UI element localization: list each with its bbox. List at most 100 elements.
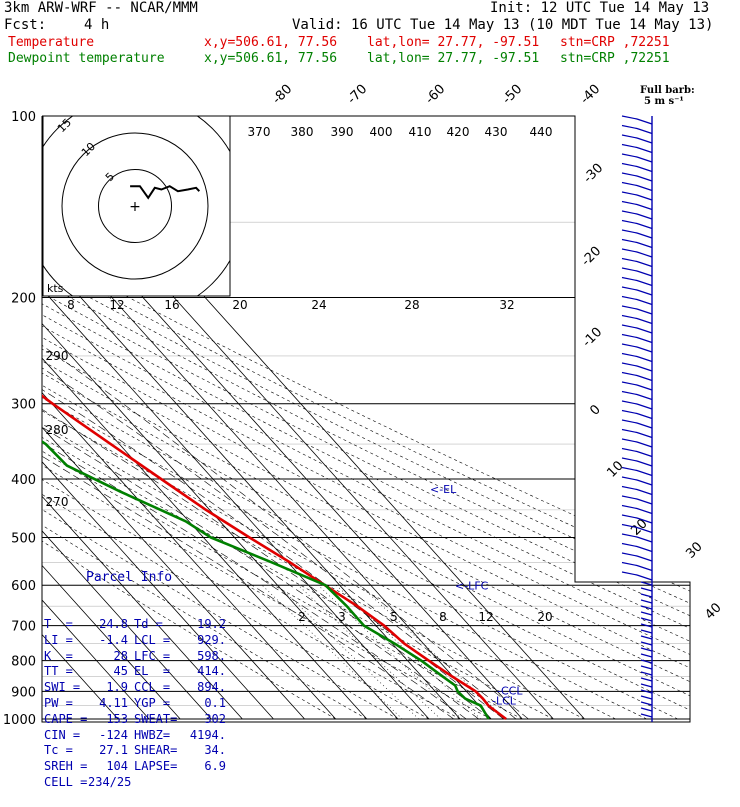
init-time: Init: 12 UTC Tue 14 May 13 [490, 0, 710, 16]
wind-barb [640, 677, 653, 682]
wind-barb [621, 257, 653, 268]
wind-barb [640, 623, 653, 628]
hodograph-ring [98, 169, 172, 243]
parcel-info-value: 302 [204, 711, 226, 726]
hodograph-trace [130, 185, 201, 200]
wind-barb [640, 707, 653, 712]
wind-barb [640, 647, 653, 652]
parcel-info-key: CIN = [44, 727, 81, 742]
wind-barb [621, 419, 653, 429]
wind-barb [621, 124, 653, 135]
wind-barb [621, 267, 653, 277]
moist-adiabat-label: 12 [109, 298, 124, 312]
moist-adiabat-label: 24 [311, 298, 326, 312]
isotherm-line [42, 116, 212, 720]
wind-barb [621, 276, 653, 287]
isotherm-label: 40 [702, 600, 724, 622]
pressure-label: 600 [11, 579, 36, 594]
wind-barb [621, 333, 653, 344]
wind-barb [640, 641, 653, 646]
mixing-ratio-label: 20 [537, 610, 552, 624]
isotherm-label: -80 [270, 82, 296, 108]
mixing-ratio-label: 8 [439, 610, 447, 624]
wind-barb [621, 438, 653, 448]
isotherm-line [42, 116, 150, 720]
pressure-label: 200 [11, 292, 36, 307]
ccl-marker: -CCL [497, 685, 523, 698]
wind-barb [621, 381, 653, 391]
dry-adiabat-line [42, 116, 690, 720]
mixing-ratio-label: 2 [298, 610, 306, 624]
parcel-info-value: 929. [197, 632, 226, 647]
wind-barb [621, 523, 653, 534]
wind-barb [621, 552, 653, 562]
parcel-info-key: SREH = [44, 759, 88, 774]
dry-adiabat-line [42, 116, 647, 720]
wind-barb [621, 238, 653, 249]
parcel-info-row: SREH = 104 LAPSE= 6.9 [44, 759, 234, 775]
wind-barb [621, 362, 653, 372]
wind-barb [621, 533, 653, 543]
dry-adiabat-line [42, 116, 367, 720]
wind-barb [640, 617, 653, 622]
dry-adiabat-label: 290 [46, 349, 69, 363]
wind-barb [640, 581, 653, 586]
parcel-info-value: 153 [106, 711, 128, 726]
hodograph-origin: + [129, 199, 141, 215]
wind-barb [621, 371, 653, 382]
dry-adiabat-line [42, 116, 554, 720]
wind-barb [621, 561, 653, 572]
dry-adiabat-line [42, 116, 461, 720]
wind-barb [621, 352, 653, 363]
parcel-info-key: EL = [134, 664, 171, 679]
dry-adiabat-line [42, 116, 690, 720]
isotherm-label: -20 [579, 244, 605, 270]
parcel-info-key: TT = [44, 664, 73, 679]
parcel-info-value: 0.1 [204, 695, 226, 710]
wind-barb [621, 447, 653, 458]
isotherm-line [42, 116, 274, 720]
parcel-info-value: 24.8 [99, 616, 128, 631]
parcel-info-title: Parcel Info [86, 569, 173, 585]
forecast-label: Fcst: [4, 17, 47, 33]
pressure-label: 500 [11, 531, 36, 546]
parcel-info-row: K = 28 LFC = 598. [44, 649, 234, 665]
wind-barb [621, 571, 653, 581]
dry-adiabat-line [42, 116, 690, 720]
full-barb-units: 5 m s⁻¹ [644, 96, 684, 107]
moist-adiabat-label: 28 [404, 298, 419, 312]
dry-adiabat-line [42, 116, 690, 720]
dewpoint-legend-label: Dewpoint temperature [8, 51, 165, 66]
parcel-info-value: 27.1 [99, 743, 128, 758]
parcel-info-key: CAPE = [44, 711, 88, 726]
wind-barb [640, 593, 653, 598]
parcel-info-value: 34. [204, 743, 226, 758]
parcel-info-key: HWBZ= [134, 727, 178, 742]
wind-barb [640, 689, 653, 694]
temperature-profile [42, 116, 507, 721]
isotherm-line [42, 116, 243, 720]
dry-adiabat-line [42, 116, 399, 720]
valid-time: Valid: 16 UTC Tue 14 May 13 (10 MDT Tue … [292, 17, 714, 33]
isotherm-label: 30 [683, 539, 705, 561]
isotherm-label: -50 [500, 82, 526, 108]
pressure-label: 1000 [3, 713, 36, 728]
wind-barb [621, 485, 653, 496]
parcel-info-key: Tc = [44, 743, 73, 758]
parcel-info-key: SWI = [44, 680, 81, 695]
wind-barb [621, 466, 653, 477]
isotherm-label: -10 [580, 325, 606, 351]
wind-barb [621, 343, 653, 353]
wind-barb [640, 587, 653, 592]
theta-label: 400 [370, 125, 393, 139]
hodograph-box [42, 115, 231, 297]
dewpoint-station: stn=CRP ,72251 [560, 51, 670, 66]
wind-barb [621, 191, 653, 201]
dewpoint-xy: x,y=506.61, 77.56 [204, 51, 338, 66]
dry-adiabat-line [42, 116, 492, 720]
parcel-info-key: SHEAR= [134, 743, 178, 758]
wind-barb [640, 599, 653, 604]
moist-adiabat-line [42, 297, 529, 720]
wind-barb [621, 314, 653, 325]
parcel-info-value: 414. [197, 664, 226, 679]
